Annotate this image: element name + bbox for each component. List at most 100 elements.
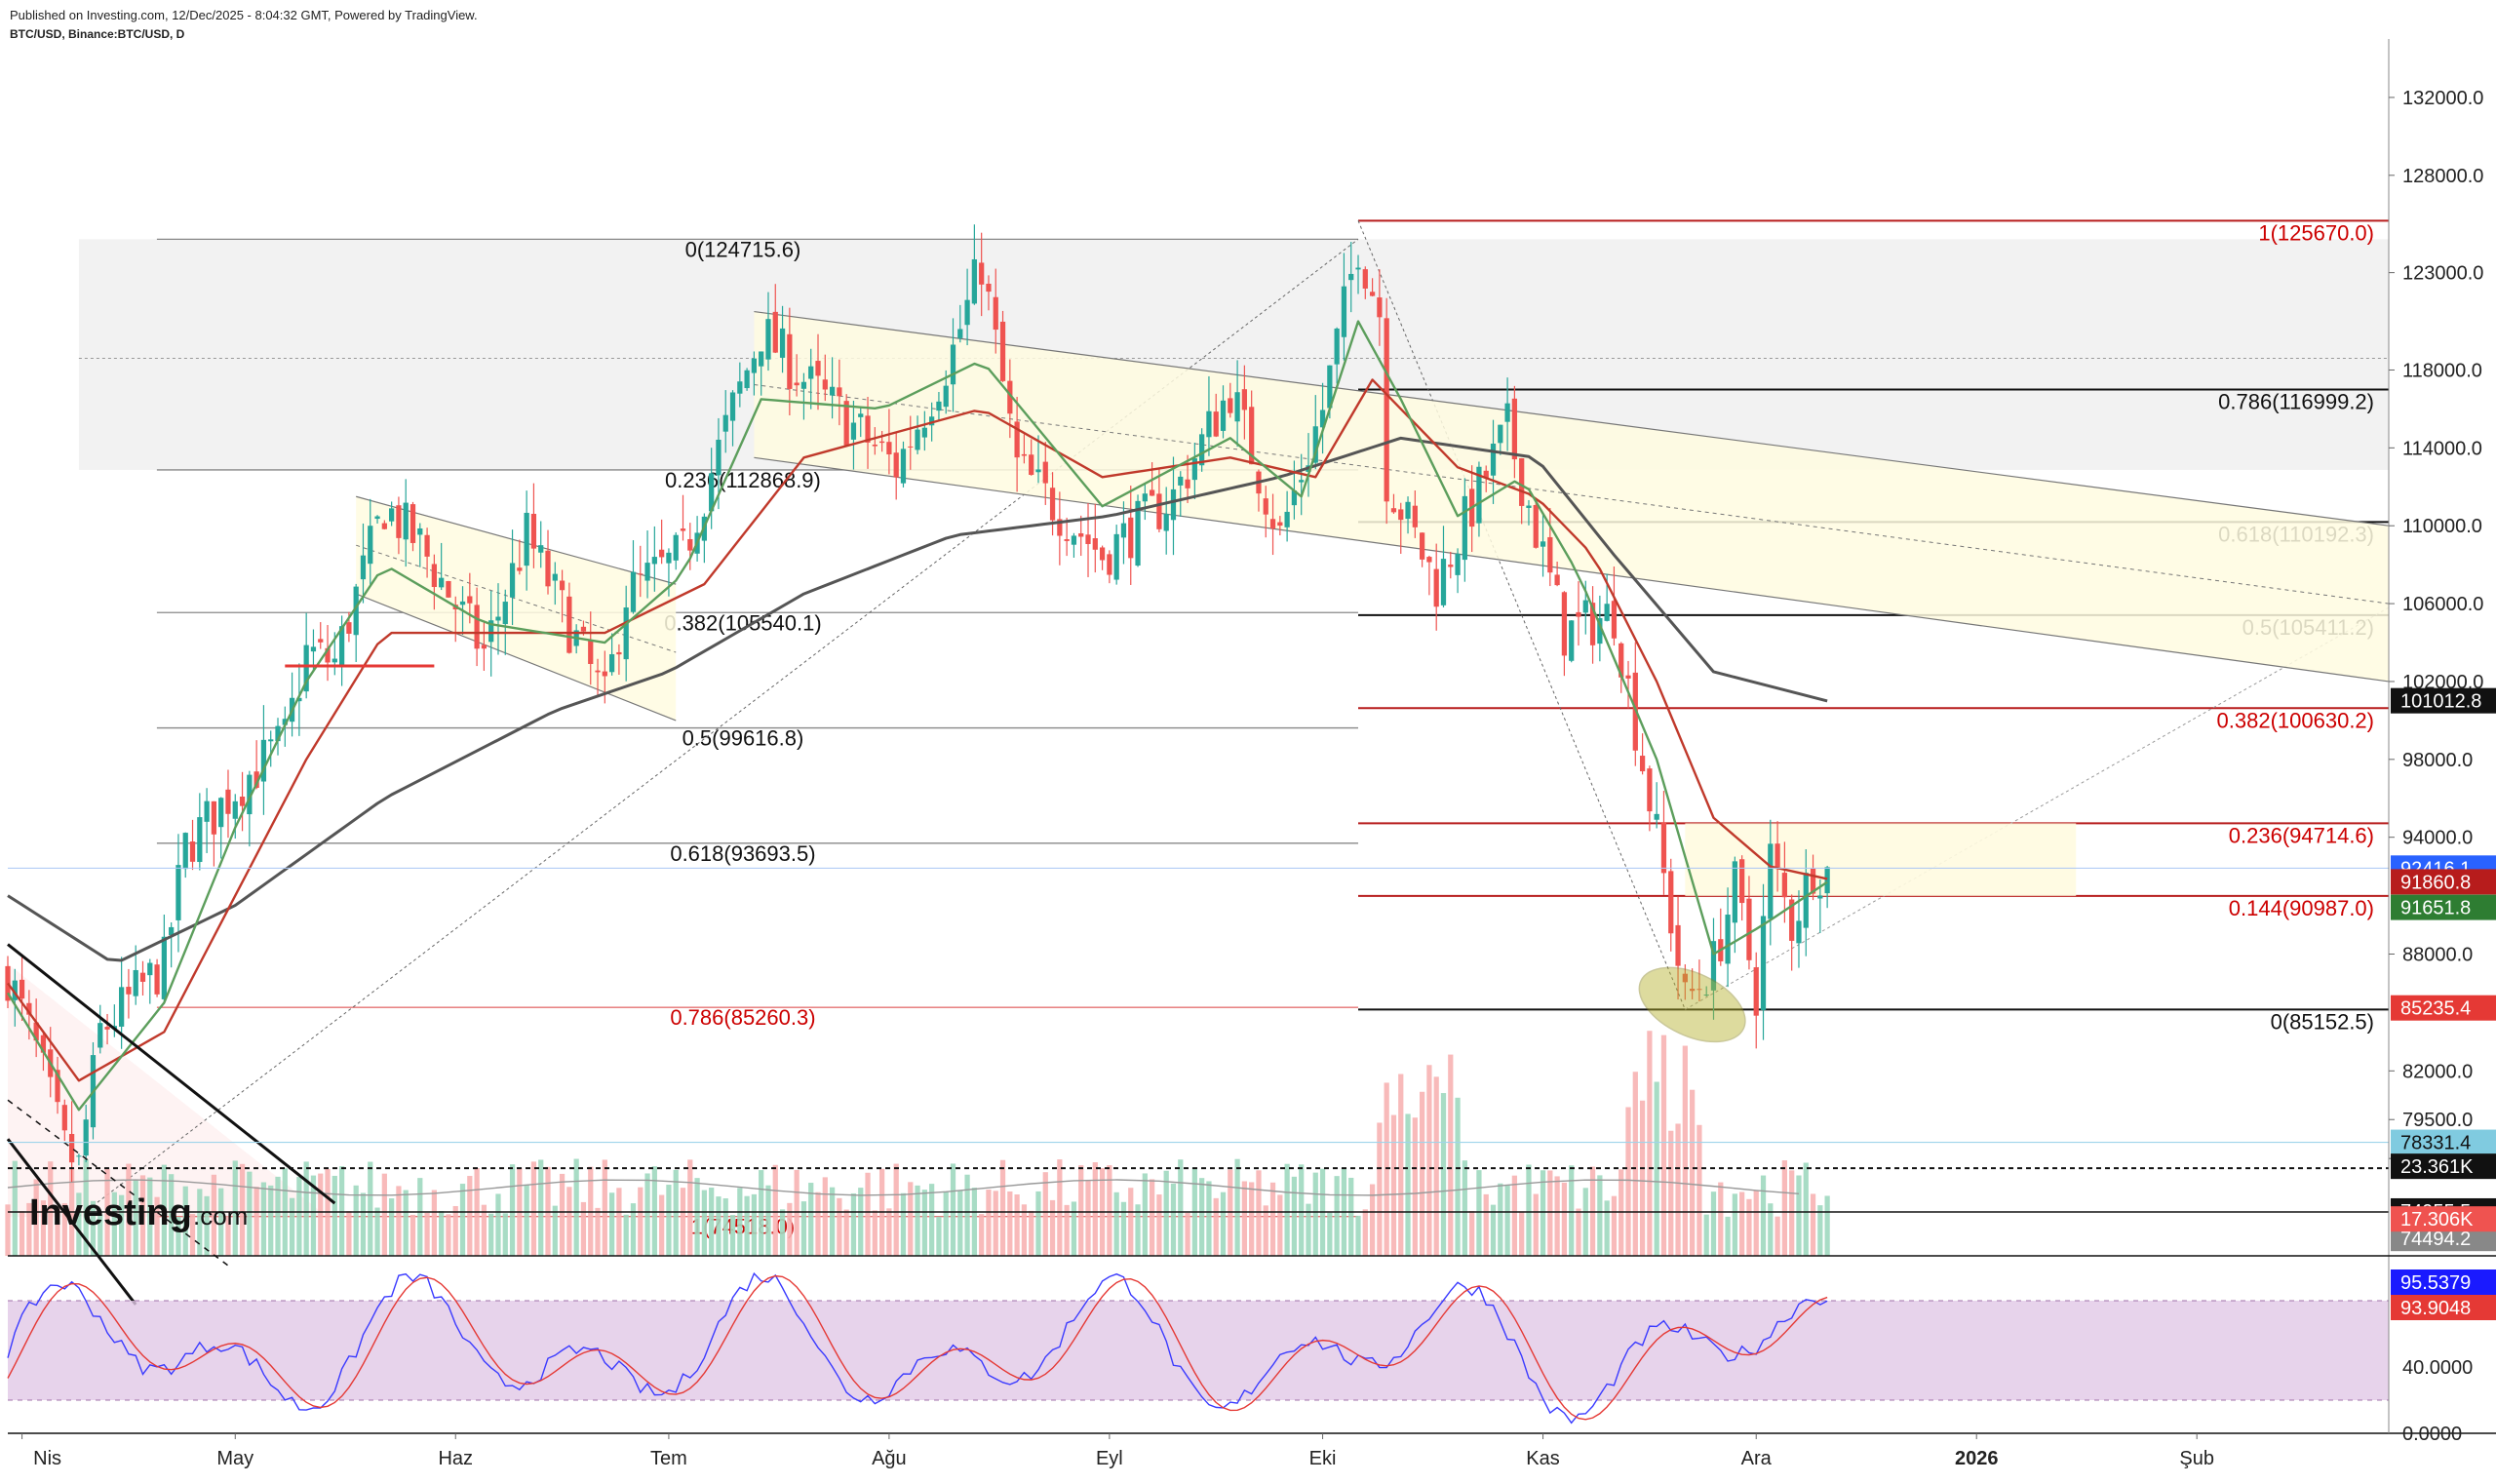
candle-body	[659, 549, 665, 558]
candle-body	[1390, 508, 1397, 513]
volume-bar	[687, 1159, 693, 1256]
candle-body	[580, 626, 587, 632]
price-badge-label: 91860.8	[2400, 872, 2471, 893]
candle-body	[353, 586, 359, 636]
candle-body	[1703, 995, 1709, 996]
volume-bar	[1739, 1191, 1745, 1256]
candle-body	[666, 552, 672, 564]
volume-bar	[566, 1187, 572, 1256]
candle-body	[154, 964, 160, 995]
volume-bar	[1448, 1054, 1454, 1256]
volume-bar	[908, 1182, 914, 1256]
volume-bar	[644, 1173, 650, 1256]
candle-body	[559, 580, 566, 591]
volume-bar	[1107, 1165, 1112, 1256]
candle-body	[1746, 898, 1752, 960]
volume-bar	[1078, 1165, 1084, 1256]
volume-bar	[424, 1212, 430, 1256]
volume-bar	[1284, 1163, 1290, 1256]
price-badge-label: 85235.4	[2400, 998, 2471, 1020]
candle-body	[1426, 557, 1432, 563]
volume-bar	[651, 1166, 657, 1256]
volume-bar	[1440, 1093, 1447, 1256]
price-tick-label: 88000.0	[2402, 945, 2473, 966]
candle-body	[538, 545, 544, 553]
volume-bar	[936, 1216, 942, 1256]
candle-body	[12, 980, 18, 1000]
volume-bar	[1234, 1158, 1240, 1256]
candle-body	[1149, 489, 1155, 496]
annotations	[6, 664, 2389, 1306]
candle-body	[488, 620, 494, 643]
volume-bar	[787, 1202, 793, 1256]
fib1-level-label: 0.236(112868.9)	[665, 468, 821, 492]
candle-body	[275, 725, 281, 742]
volume-bar	[1312, 1172, 1318, 1256]
volume-bar	[638, 1187, 644, 1256]
volume-bar	[999, 1159, 1006, 1256]
volume-bar	[1789, 1170, 1795, 1256]
candle-body	[608, 653, 615, 673]
volume-bar	[1660, 1035, 1667, 1256]
volume-bar	[98, 1214, 103, 1256]
volume-bar	[1042, 1172, 1048, 1256]
volume-bar	[1405, 1113, 1411, 1256]
candle-body	[374, 516, 380, 520]
volume-bar	[381, 1173, 387, 1256]
volume-bar	[1369, 1184, 1376, 1256]
price-badge-label: 91651.8	[2400, 898, 2471, 919]
candle-body	[424, 534, 430, 557]
candle-body	[61, 1105, 67, 1131]
volume-bar	[1021, 1204, 1028, 1256]
volume-bar	[26, 1202, 32, 1256]
volume-bar	[1057, 1159, 1063, 1256]
volume-bar	[5, 1204, 11, 1256]
candle-body	[19, 979, 25, 999]
candle-body	[1753, 967, 1759, 1016]
price-tick-label: 106000.0	[2402, 594, 2483, 615]
stoch-band-fill	[8, 1301, 2389, 1400]
candle-body	[225, 789, 231, 814]
volume-bar	[759, 1170, 764, 1256]
volume-bar	[779, 1209, 786, 1256]
candle-body	[218, 798, 224, 828]
volume-bar	[1732, 1193, 1737, 1256]
price-tick-label: 110000.0	[2402, 516, 2482, 537]
volume-bar	[76, 1192, 82, 1256]
candle-body	[1589, 603, 1596, 645]
candle-body	[474, 605, 480, 649]
volume-bar	[1199, 1178, 1205, 1256]
volume-bar	[1120, 1201, 1127, 1256]
candle-body	[858, 413, 864, 417]
candle-body	[161, 936, 167, 999]
candle-body	[1135, 500, 1141, 566]
candle-body	[1554, 574, 1560, 586]
candle-body	[815, 361, 821, 376]
candle-body	[1319, 410, 1326, 428]
candle-body	[197, 817, 203, 863]
volume-bar	[90, 1200, 97, 1256]
time-tick-label: Eki	[1309, 1448, 1337, 1469]
candle-body	[552, 573, 558, 581]
candle-body	[1234, 392, 1240, 422]
volume-bar	[829, 1187, 836, 1256]
volume-bar	[666, 1185, 672, 1256]
volume-bar	[1469, 1210, 1475, 1256]
volume-bar	[680, 1188, 686, 1256]
volume-bar	[154, 1196, 160, 1256]
volume-bar	[623, 1214, 629, 1256]
volume-bar	[189, 1214, 196, 1256]
candle-body	[1440, 559, 1447, 605]
volume-bar	[701, 1190, 708, 1256]
volume-bar	[1540, 1170, 1546, 1256]
candle-body	[126, 987, 132, 995]
volume-bar	[374, 1207, 380, 1256]
volume-bar	[495, 1193, 501, 1256]
volume-bar	[1710, 1191, 1717, 1256]
candle-body	[1099, 547, 1106, 561]
candle-body	[495, 616, 501, 621]
volume-bar	[1753, 1191, 1759, 1256]
volume-bar	[957, 1190, 963, 1256]
ema-fast-line	[6, 320, 1828, 1112]
